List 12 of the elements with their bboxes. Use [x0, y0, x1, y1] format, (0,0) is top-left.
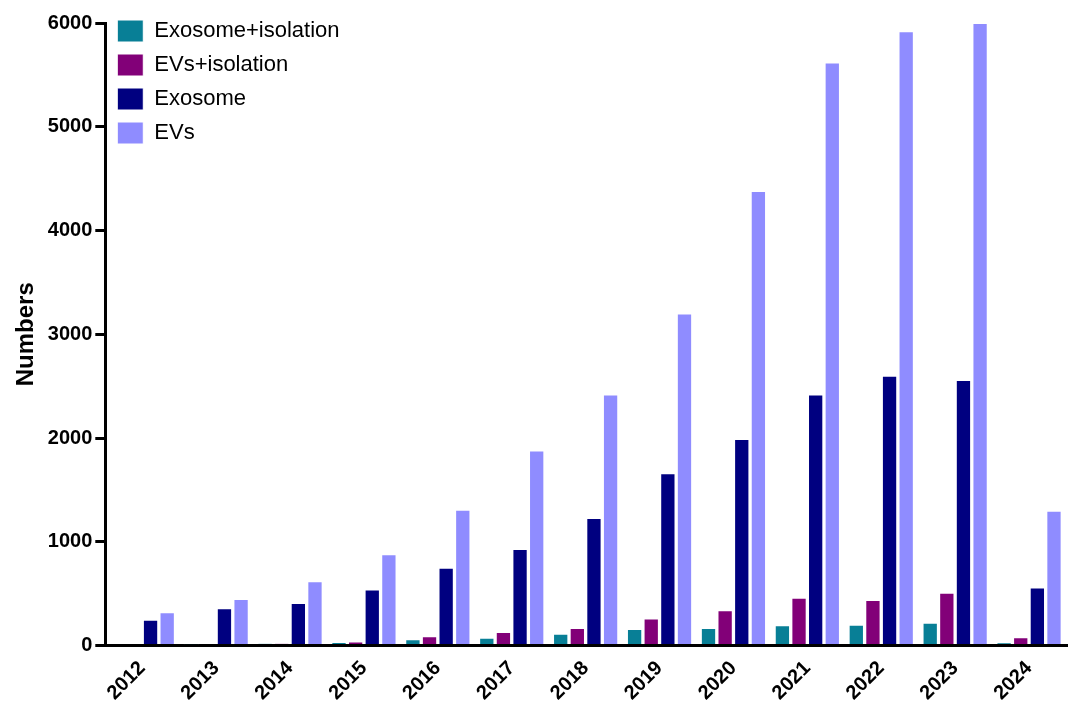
y-tick-label: 4000 [47, 218, 93, 241]
y-tick-label: 5000 [47, 114, 93, 137]
y-tick-label: 3000 [47, 321, 93, 344]
y-tick-label: 0 [81, 633, 93, 656]
legend-label: Exosome+isolation [154, 17, 340, 43]
legend-label: Exosome [154, 85, 247, 111]
y-axis-title: Numbers [11, 282, 39, 387]
legend-label: EVs+isolation [154, 51, 289, 77]
legend-label: EVs [154, 119, 195, 145]
y-tick-label: 1000 [47, 529, 93, 552]
y-tick-label: 6000 [47, 10, 93, 33]
y-tick-label: 2000 [47, 425, 93, 448]
